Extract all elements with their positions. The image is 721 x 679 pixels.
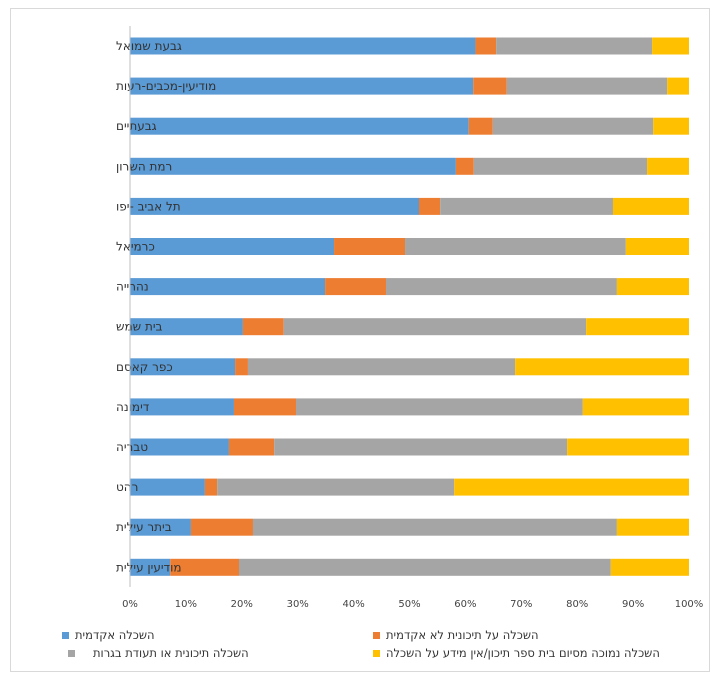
bar-segment: [130, 197, 420, 215]
bar-segment: [586, 318, 689, 336]
bar-segment: [130, 37, 476, 55]
bar-segment: [130, 358, 236, 376]
legend-swatch: [373, 631, 380, 639]
category-label: כרמיאל: [116, 240, 155, 254]
bar-segment: [130, 157, 456, 175]
bar-segment: [334, 238, 406, 255]
legend-item-high-school: השכלה תיכונית או תעודת בגרות: [68, 646, 249, 660]
bar-segment: [667, 77, 689, 95]
category-label: ביתר עילית: [116, 520, 172, 534]
legend-swatch: [68, 649, 75, 657]
bar-segment: [130, 117, 469, 135]
bar-segment: [130, 238, 335, 255]
bar-segment: [130, 518, 191, 536]
bar-segment: [170, 558, 240, 576]
bar-segment: [252, 518, 617, 536]
x-tick-label: 30%: [287, 599, 309, 610]
x-tick-label: 90%: [622, 599, 644, 610]
bar-segment: [647, 157, 689, 175]
bar-segment: [473, 77, 507, 95]
x-tick-label: 0%: [122, 599, 138, 610]
legend-item-low-education: השכלה נמוכה מסיום בית ספר תיכון/אין מידע…: [373, 646, 660, 660]
bar-segment: [454, 478, 689, 496]
x-tick-label: 70%: [510, 599, 532, 610]
legend-label: השכלה אקדמית: [75, 628, 155, 642]
bar-segment: [582, 398, 689, 416]
bar-segment: [247, 358, 516, 376]
bar-segment: [228, 438, 275, 456]
bar-segment: [325, 278, 387, 296]
bar-segment: [625, 238, 689, 255]
bar-segment: [274, 438, 568, 456]
category-label: כפר קאסם: [116, 360, 173, 374]
bar-segment: [616, 518, 689, 536]
x-tick-label: 80%: [566, 599, 588, 610]
bar-segment: [616, 278, 689, 296]
bar-segment: [468, 117, 493, 135]
legend-label: השכלה על תיכונית לא אקדמית: [386, 628, 539, 642]
chart-frame: [10, 8, 710, 672]
bar-segment: [130, 438, 229, 456]
bar-segment: [204, 478, 218, 496]
x-tick-label: 50%: [398, 599, 420, 610]
legend-swatch: [62, 631, 69, 639]
legend-swatch: [373, 649, 380, 657]
category-label: גבעת שמואל: [116, 39, 182, 53]
x-tick-label: 20%: [231, 599, 253, 610]
legend-label: השכלה תיכונית או תעודת בגרות: [93, 646, 249, 660]
bar-segment: [440, 197, 613, 215]
bar-segment: [473, 157, 648, 175]
bar-segment: [475, 37, 497, 55]
bar-segment: [506, 77, 668, 95]
bar-segment: [652, 37, 689, 55]
category-label: דימונה: [116, 400, 150, 414]
bar-segment: [190, 518, 253, 536]
bar-segment: [496, 37, 653, 55]
category-label: רהט: [116, 480, 138, 494]
category-label: טבריה: [116, 440, 148, 454]
bar-segment: [130, 558, 171, 576]
legend-item-academic: השכלה אקדמית: [62, 628, 155, 642]
bar-segment: [455, 157, 474, 175]
x-tick-label: 40%: [342, 599, 364, 610]
category-label: מודיעין-מכבים-רעות: [116, 79, 216, 93]
bar-segment: [386, 278, 617, 296]
category-label: רמת השרון: [116, 159, 172, 173]
bar-segment: [610, 558, 689, 576]
bar-segment: [130, 77, 474, 95]
category-label: נהרייה: [116, 280, 149, 294]
bar-segment: [239, 558, 611, 576]
bar-segment: [492, 117, 654, 135]
bar-segment: [296, 398, 583, 416]
bar-segment: [405, 238, 626, 255]
x-tick-label: 10%: [175, 599, 197, 610]
bar-segment: [130, 318, 243, 336]
bar-segment: [283, 318, 587, 336]
bar-segment: [653, 117, 689, 135]
legend-label: השכלה נמוכה מסיום בית ספר תיכון/אין מידע…: [386, 646, 660, 660]
bar-segment: [217, 478, 455, 496]
bar-segment: [130, 278, 326, 296]
bar-segment: [130, 398, 234, 416]
bar-segment: [235, 358, 248, 376]
category-label: בית שמש: [116, 320, 163, 334]
bar-segment: [242, 318, 284, 336]
bar-segment: [233, 398, 297, 416]
bar-segment: [612, 197, 689, 215]
category-label: מודיעין עילית: [116, 560, 182, 574]
bar-segment: [515, 358, 689, 376]
bar-segment: [419, 197, 441, 215]
category-label: גבעתיים: [116, 119, 157, 133]
bar-segment: [130, 478, 205, 496]
category-label: תל אביב -יפו: [116, 199, 181, 213]
x-tick-label: 60%: [454, 599, 476, 610]
legend-item-post-secondary: השכלה על תיכונית לא אקדמית: [373, 628, 539, 642]
bar-segment: [567, 438, 689, 456]
x-tick-label: 100%: [675, 599, 704, 610]
